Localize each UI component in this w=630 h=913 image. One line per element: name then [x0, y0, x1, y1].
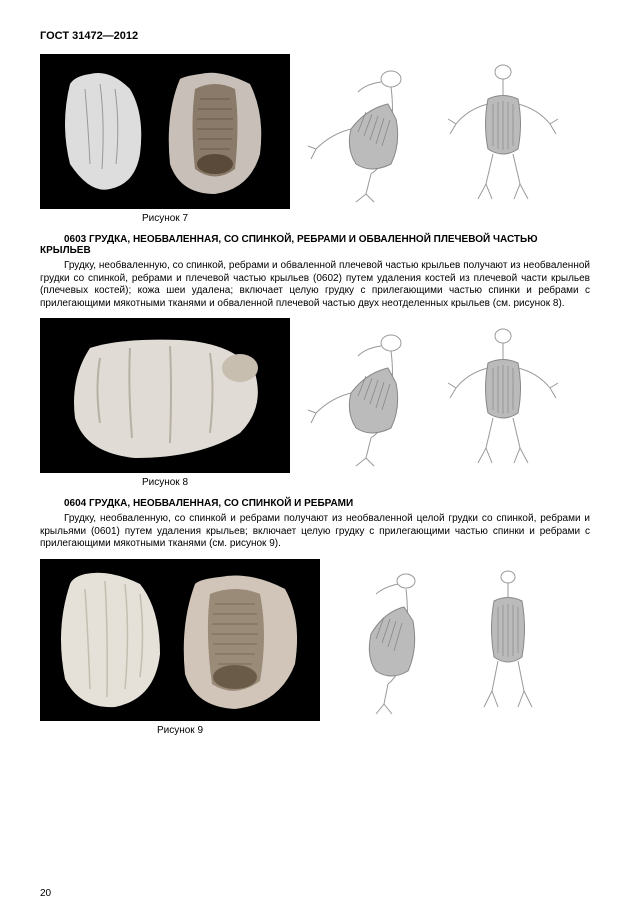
- figure-8-caption: Рисунок 8: [40, 477, 290, 488]
- figure-8-row: [40, 318, 590, 473]
- figure-9-photo: [40, 559, 320, 721]
- figure-8-photo: [40, 318, 290, 473]
- section-0603-body: Грудку, необваленную, со спинкой, ребрам…: [40, 260, 590, 310]
- figure-7-diagram: [296, 54, 568, 209]
- figure-9-row: [40, 559, 590, 721]
- section-0603-title: 0603 ГРУДКА, НЕОБВАЛЕННАЯ, СО СПИНКОЙ, Р…: [40, 234, 590, 256]
- figure-7-row: [40, 54, 590, 209]
- page-number: 20: [40, 888, 51, 899]
- figure-9-diagram: [326, 559, 568, 721]
- figure-7-caption: Рисунок 7: [40, 213, 290, 224]
- document-header: ГОСТ 31472—2012: [40, 30, 590, 42]
- section-0604-title: 0604 ГРУДКА, НЕОБВАЛЕННАЯ, СО СПИНКОЙ И …: [40, 498, 590, 509]
- figure-7-photo: [40, 54, 290, 209]
- figure-8-diagram: [296, 318, 568, 473]
- figure-9-caption: Рисунок 9: [40, 725, 320, 736]
- section-0604-body: Грудку, необваленную, со спинкой и ребра…: [40, 513, 590, 551]
